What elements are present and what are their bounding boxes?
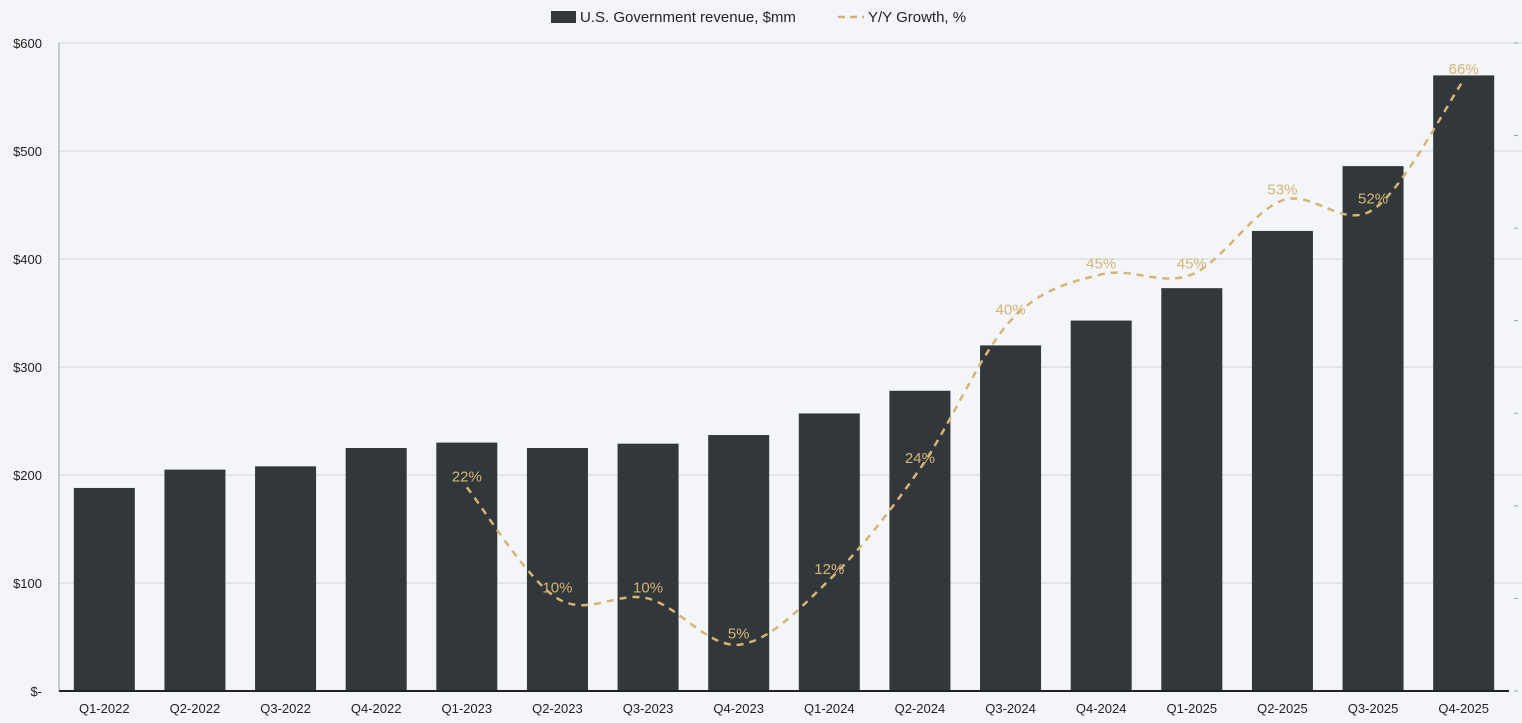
growth-data-label: 24% [905,450,935,467]
x-tick-label: Q2-2025 [1257,701,1308,716]
x-tick-label: Q1-2024 [804,701,855,716]
y-tick-label: $400 [13,252,42,267]
y-tick-label: $300 [13,360,42,375]
x-tick-label: Q1-2025 [1167,701,1218,716]
growth-data-label: 22% [452,468,482,485]
bar [889,390,951,691]
x-tick-label: Q4-2024 [1076,701,1127,716]
growth-data-label: 53% [1267,181,1297,198]
bar [1433,75,1495,691]
x-tick-label: Q2-2024 [895,701,946,716]
bar [1070,320,1132,691]
y-tick-label: $200 [13,468,42,483]
growth-data-label: 10% [633,579,663,596]
x-tick-label: Q1-2023 [442,701,493,716]
x-tick-label: Q1-2022 [79,701,130,716]
bar [617,443,679,691]
bar [255,466,317,691]
growth-data-label: 10% [542,579,572,596]
bar [164,469,226,691]
x-tick-label: Q3-2024 [985,701,1036,716]
growth-data-label: 45% [1177,255,1207,272]
bar [1161,288,1223,691]
x-tick-label: Q2-2023 [532,701,583,716]
x-tick-label: Q2-2022 [170,701,221,716]
x-tick-label: Q3-2022 [260,701,311,716]
y-tick-label: $600 [13,36,42,51]
legend-bar-label: U.S. Government revenue, $mm [580,9,796,26]
bar [798,413,860,691]
growth-line [465,79,1465,646]
legend-bar-swatch [551,11,576,23]
y-tick-label: $100 [13,576,42,591]
x-tick-label: Q4-2023 [713,701,764,716]
y-tick-label: $- [30,684,42,699]
x-tick-label: Q4-2022 [351,701,402,716]
x-tick-label: Q3-2023 [623,701,674,716]
growth-data-label: 12% [814,561,844,578]
bar [980,345,1042,691]
legend-growth-label: Y/Y Growth, % [868,9,966,26]
growth-data-label: 40% [996,302,1026,319]
bar [345,448,407,691]
bar [1251,230,1313,692]
bar [436,442,498,691]
bar [708,435,770,691]
growth-data-label: 45% [1086,255,1116,272]
bar [73,487,135,691]
x-tick-label: Q4-2025 [1438,701,1489,716]
growth-data-label: 5% [728,626,750,643]
bar [526,448,588,691]
growth-data-label: 52% [1358,191,1388,208]
x-tick-label: Q3-2025 [1348,701,1399,716]
growth-data-label: 66% [1449,61,1479,78]
y-tick-label: $500 [13,144,42,159]
bar [1342,166,1404,691]
